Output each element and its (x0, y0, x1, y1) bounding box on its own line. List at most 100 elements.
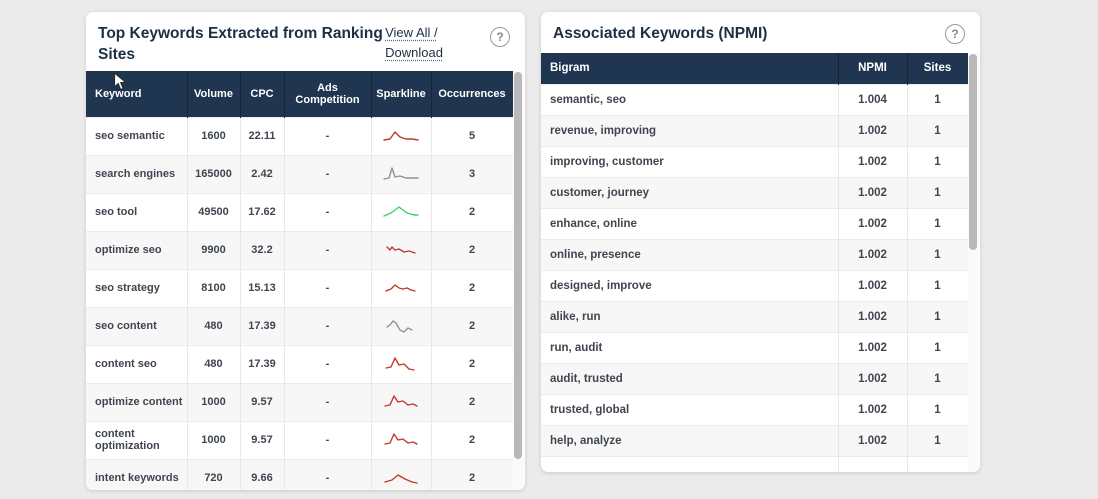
cell-ads-competition: - (283, 192, 371, 231)
cell-bigram: run, audit (541, 331, 838, 363)
top-keywords-table-head: Keyword Volume CPC Ads Competition Sparkline… (86, 71, 513, 117)
column-header[interactable]: CPC (239, 71, 284, 117)
top-keywords-table-body: seo semantic 1600 22.11-5 search engines 165… (86, 116, 513, 490)
page-title-associated-keywords: Associated Keywords (NPMI) (553, 25, 768, 42)
associated-keywords-table: Bigram NPMI Sites semantic, seo 1.004 1 reven… (541, 53, 969, 472)
cell-cpc: 22.11 (239, 116, 284, 155)
sparkline-chart-icon (383, 167, 419, 180)
cell-volume: 480 (186, 344, 240, 383)
cell-sparkline (370, 420, 431, 459)
cell-npmi: 1.002 (837, 145, 907, 177)
column-header[interactable]: Occurrences (430, 71, 513, 117)
cell-bigram: enhance, online (541, 207, 838, 239)
table-header-row: Bigram NPMI Sites (541, 53, 968, 84)
top-keywords-table: Keyword Volume CPC Ads Competition Sparkline… (86, 71, 514, 490)
table-row: seo tool 49500 17.62- 2 (86, 192, 513, 231)
sparkline-chart-icon (383, 131, 419, 141)
cell-bigram: semantic, seo (541, 83, 838, 115)
cell-bigram: online, presence (541, 238, 838, 270)
cell-npmi: 1.002 (837, 207, 907, 239)
column-header[interactable]: Sites (906, 53, 968, 84)
column-header[interactable]: Keyword (86, 71, 187, 117)
cell-occurrences: 3 (430, 154, 513, 193)
cell-occurrences: 2 (430, 230, 513, 269)
vertical-scrollbar-track[interactable] (513, 71, 524, 490)
cell-volume: 1000 (186, 382, 240, 421)
table-row: online, presence 1.002 1 (541, 238, 968, 270)
cell-keyword: intent keywords (86, 458, 187, 490)
sparkline-chart-icon (385, 284, 416, 292)
cell-bigram: help, analyze (541, 424, 838, 456)
cell-ads-competition: - (283, 420, 371, 459)
column-header[interactable]: Sparkline (370, 71, 431, 117)
associated-keywords-table-head: Bigram NPMI Sites (541, 53, 968, 84)
sparkline-chart-icon (384, 474, 418, 484)
cell-occurrences: 5 (430, 116, 513, 155)
cell-npmi: 1.002 (837, 300, 907, 332)
cell-bigram: revenue, improving (541, 114, 838, 146)
column-header[interactable]: NPMI (837, 53, 907, 84)
cell-sites: 1 (906, 176, 968, 208)
cell-occurrences: 2 (430, 192, 513, 231)
cell-sparkline (370, 192, 431, 231)
cell-sparkline (370, 344, 431, 383)
cell-volume: 1000 (186, 420, 240, 459)
cell-sites: 1 (906, 269, 968, 301)
cell-ads-competition: - (283, 344, 371, 383)
vertical-scrollbar-track[interactable] (968, 53, 979, 472)
cell-sites: 1 (906, 145, 968, 177)
cell-volume: 165000 (186, 154, 240, 193)
cell-sites: 1 (906, 331, 968, 363)
cell-bigram: trusted, global (541, 393, 838, 425)
sparkline-chart-icon (384, 433, 418, 445)
table-row: improving, customer 1.002 1 (541, 145, 968, 177)
sparkline-chart-icon (386, 246, 416, 254)
help-icon[interactable]: ? (490, 27, 510, 47)
table-row: enhance, online 1.002 1 (541, 207, 968, 239)
column-header[interactable]: Bigram (541, 53, 838, 84)
cell-keyword: seo strategy (86, 268, 187, 307)
cell-ads-competition: - (283, 458, 371, 490)
cell-npmi: 1.002 (837, 114, 907, 146)
cell-occurrences: 2 (430, 268, 513, 307)
view-all-download-link[interactable]: View All / Download (385, 25, 443, 60)
cell-sparkline (370, 268, 431, 307)
cell-occurrences: 2 (430, 382, 513, 421)
column-header[interactable]: Ads Competition (283, 71, 371, 117)
cell-cpc: 9.57 (239, 420, 284, 459)
table-row: customer, journey 1.002 1 (541, 176, 968, 208)
table-row: content seo 480 17.39- 2 (86, 344, 513, 383)
help-icon[interactable]: ? (945, 24, 965, 44)
cell-bigram: designed, improve (541, 269, 838, 301)
cell-sites: 1 (906, 114, 968, 146)
cell-bigram: alike, run (541, 300, 838, 332)
cell-cpc: 15.13 (239, 268, 284, 307)
cell-sparkline (370, 382, 431, 421)
cell-keyword: optimize content (86, 382, 187, 421)
cell-npmi: 1.004 (837, 83, 907, 115)
cell-ads-competition: - (283, 268, 371, 307)
cell-keyword: seo tool (86, 192, 187, 231)
cell-occurrences: 2 (430, 306, 513, 345)
cell-bigram: improving, customer (541, 145, 838, 177)
cell-ads-competition: - (283, 116, 371, 155)
table-row: intent keywords 720 9.66- 2 (86, 458, 513, 490)
table-row: optimize seo 9900 32.2- 2 (86, 230, 513, 269)
cell-sites: 1 (906, 238, 968, 270)
cell-npmi: 1.002 (837, 393, 907, 425)
top-keywords-panel-header: Top Keywords Extracted from Ranking Site… (86, 12, 525, 71)
top-keywords-table-area: Keyword Volume CPC Ads Competition Sparkline… (86, 71, 525, 490)
vertical-scrollbar-thumb[interactable] (969, 54, 977, 250)
cell-ads-competition: - (283, 230, 371, 269)
associated-keywords-table-body: semantic, seo 1.004 1 revenue, improving 1.0… (541, 83, 968, 472)
table-row: audit, trusted 1.002 1 (541, 362, 968, 394)
column-header[interactable]: Volume (186, 71, 240, 117)
table-row: help, analyze 1.002 1 (541, 424, 968, 456)
associated-keywords-panel-header: Associated Keywords (NPMI) ? (541, 12, 980, 53)
cell-npmi: 1.002 (837, 238, 907, 270)
cell-sites (906, 455, 968, 472)
vertical-scrollbar-thumb[interactable] (514, 72, 522, 459)
cell-cpc: 17.39 (239, 344, 284, 383)
cell-ads-competition: - (283, 306, 371, 345)
